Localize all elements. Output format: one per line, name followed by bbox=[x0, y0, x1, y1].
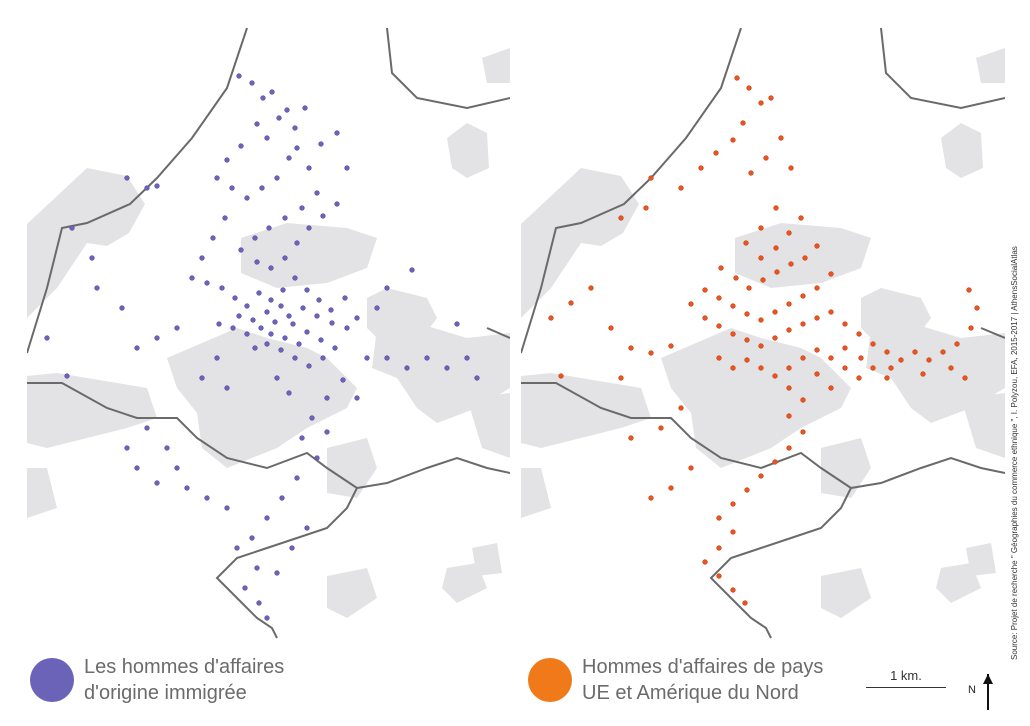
legend-swatch-orange bbox=[528, 658, 572, 702]
scale-line bbox=[866, 687, 946, 688]
map-panel-immigrant-origin bbox=[27, 28, 510, 640]
municipal-boundary-corner bbox=[486, 327, 510, 339]
north-label: N bbox=[968, 684, 976, 696]
legend-left-line1: Les hommes d'affaires bbox=[84, 656, 285, 678]
legend-right-line1: Hommes d'affaires de pays bbox=[582, 656, 824, 678]
legend-item-eu-north-america: Hommes d'affaires de pays UE et Amérique… bbox=[528, 654, 823, 706]
source-credit: Source: Projet de recherche " Géographie… bbox=[1010, 246, 1019, 660]
legend-label-eu-north-america: Hommes d'affaires de pays UE et Amérique… bbox=[582, 654, 823, 706]
municipal-boundary bbox=[27, 28, 248, 354]
north-arrow-icon: N bbox=[968, 674, 998, 714]
background-land bbox=[27, 48, 510, 618]
municipal-boundary-east-lower bbox=[850, 456, 1005, 489]
legend-swatch-purple bbox=[30, 658, 74, 702]
municipal-boundary bbox=[521, 28, 742, 354]
map-eu-north-america bbox=[521, 28, 1005, 639]
legend-item-immigrant-origin: Les hommes d'affaires d'origine immigrée bbox=[30, 654, 284, 706]
north-arrow-shaft bbox=[987, 674, 989, 710]
scale-bar: 1 km. bbox=[866, 668, 946, 688]
municipal-boundary-east bbox=[880, 28, 1005, 110]
legend-label-immigrant-origin: Les hommes d'affaires d'origine immigrée bbox=[84, 654, 284, 706]
map-immigrant-origin bbox=[27, 28, 510, 639]
point-layer-immigrant-origin bbox=[44, 73, 480, 621]
boundary-lines bbox=[27, 28, 510, 639]
legend-right-line2: UE et Amérique du Nord bbox=[582, 682, 799, 704]
north-arrow-head bbox=[983, 674, 993, 684]
municipal-boundary-east bbox=[386, 28, 510, 110]
point-layer-eu-north-america bbox=[548, 75, 980, 606]
boundary-lines bbox=[521, 28, 1005, 639]
background-land bbox=[521, 48, 1005, 618]
scale-label: 1 km. bbox=[890, 668, 922, 683]
legend-left-line2: d'origine immigrée bbox=[84, 682, 247, 704]
municipal-boundary-corner bbox=[980, 327, 1005, 339]
map-panel-eu-north-america bbox=[521, 28, 1005, 640]
municipal-boundary-east-lower bbox=[356, 456, 510, 489]
